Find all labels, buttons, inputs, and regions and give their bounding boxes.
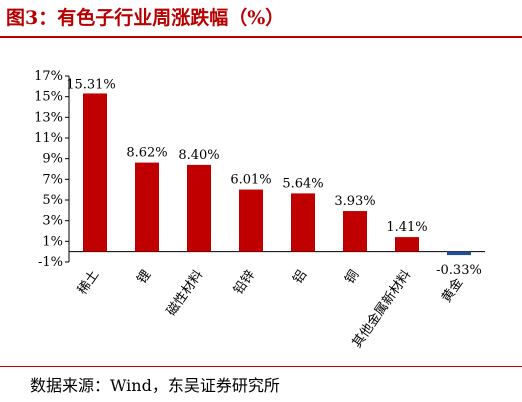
category-label: 锂 [135, 268, 155, 287]
y-tick-label: 9% [42, 152, 63, 167]
bar [291, 193, 315, 252]
bar [187, 164, 211, 252]
y-tick-label: 1% [42, 234, 63, 249]
category-label: 铝 [291, 268, 311, 287]
bar [239, 189, 263, 252]
y-tick-label: 7% [42, 172, 63, 187]
source-divider [0, 366, 522, 367]
value-labels-group: 15.31% 8.62% 8.40% 6.01% 5.64% 3.93% 1.41% -0.3… [66, 77, 482, 278]
value-label: 8.62% [126, 146, 167, 161]
y-axis: -1% 1% 3% 5% 7% 9% 11% 13% 15% 17% [34, 69, 485, 270]
value-label: 5.64% [282, 176, 323, 191]
bar [83, 93, 107, 252]
category-label: 铅锌 [231, 268, 258, 298]
category-label: 铜 [343, 268, 363, 287]
bar [395, 237, 419, 252]
value-label: -0.33% [436, 263, 482, 278]
value-label: 1.41% [386, 220, 427, 235]
category-label: 黄金 [438, 275, 466, 305]
category-label: 稀土 [75, 268, 102, 298]
y-tick-label: 5% [42, 193, 63, 208]
value-label: 6.01% [230, 173, 271, 188]
x-labels-group: 稀土锂磁性材料 铅锌铝铜其他金属新材料 黄金 [75, 267, 466, 351]
y-tick-label: 17% [34, 69, 63, 84]
value-label: 15.31% [66, 77, 116, 92]
bar-chart: -1% 1% 3% 5% 7% 9% 11% 13% 15% 17% 15.31% 8.62% 8.4… [34, 69, 485, 351]
value-label: 8.40% [178, 148, 219, 163]
bars-group [83, 93, 471, 256]
y-tick-label: 11% [34, 131, 63, 146]
bar [343, 211, 367, 252]
y-tick-label: 15% [34, 90, 63, 105]
category-label: 磁性材料 [164, 268, 206, 319]
y-tick-label: 3% [42, 214, 63, 229]
bar [447, 251, 471, 256]
value-label: 3.93% [334, 194, 375, 209]
y-tick-label: 13% [34, 110, 63, 125]
title-bar: 图3：有色子行业周涨跌幅（%） [0, 0, 522, 38]
bar [135, 162, 159, 252]
source-note: 数据来源：Wind，东吴证券研究所 [30, 376, 280, 395]
y-tick-label: -1% [38, 255, 63, 270]
chart-title: 图3：有色子行业周涨跌幅（%） [6, 7, 285, 29]
